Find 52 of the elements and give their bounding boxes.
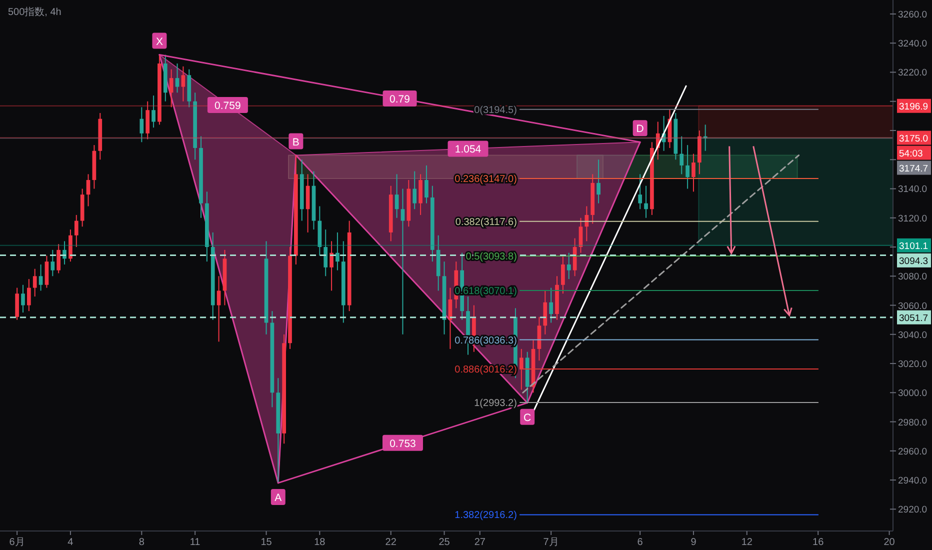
legend-label: 3174.7 xyxy=(899,163,928,174)
x-tick-label: 6月 xyxy=(9,537,25,548)
x-tick-label: 22 xyxy=(385,537,397,548)
annotation: B xyxy=(292,136,300,148)
x-tick-label: 12 xyxy=(741,537,753,548)
ref-line-label: 3196.9 xyxy=(899,101,928,112)
series-label: 0(3194.5) xyxy=(474,104,517,116)
annotation: 1.054 xyxy=(454,144,482,156)
series-label: 1(2993.2) xyxy=(474,398,517,410)
annotation: 0.753 xyxy=(390,438,416,450)
y-tick-label: 3260.0 xyxy=(898,9,928,20)
y-tick-label: 3080.0 xyxy=(898,272,928,283)
annotation: 0.759 xyxy=(214,100,241,112)
ref-line-label: 3101.1 xyxy=(899,240,928,252)
x-tick-label: 18 xyxy=(314,537,326,548)
series-label: 0.382(3117.6) xyxy=(455,216,517,228)
y-tick-label: 2960.0 xyxy=(898,446,928,458)
annotation: A xyxy=(274,492,282,504)
y-tick-label: 3140.0 xyxy=(898,184,928,196)
ref-line-label: 3051.7 xyxy=(899,312,928,324)
series-label: 0.5(3093.8) xyxy=(466,252,517,263)
x-tick-label: 4 xyxy=(68,537,74,548)
series-label: 0.236(3147.0) xyxy=(454,174,517,186)
x-tick-label: 6 xyxy=(637,537,644,548)
y-tick-label: 3000.0 xyxy=(898,388,928,400)
annotation: C xyxy=(524,412,532,424)
y-tick-label: 2980.0 xyxy=(898,417,928,428)
text: 54:03 xyxy=(899,148,923,160)
x-tick-label: 8 xyxy=(138,537,145,548)
y-tick-label: 3120.0 xyxy=(898,213,928,224)
x-tick-label: 27 xyxy=(474,537,486,548)
x-tick-label: 7月 xyxy=(543,537,559,548)
ref-line-label: 3094.3 xyxy=(899,256,928,267)
x-tick-label: 20 xyxy=(884,537,896,548)
y-tick-label: 3060.0 xyxy=(898,300,928,312)
text: 500指数, 4h xyxy=(8,6,62,18)
y-tick-label: 3040.0 xyxy=(898,330,928,341)
x-tick-label: 9 xyxy=(690,537,697,548)
y-tick-label: 2920.0 xyxy=(898,504,928,516)
series-label: 1.382(2916.2) xyxy=(454,510,517,522)
x-tick-label: 25 xyxy=(438,537,450,548)
x-tick-label: 15 xyxy=(260,537,272,548)
y-tick-label: 3020.0 xyxy=(898,359,928,370)
y-tick-label: 3240.0 xyxy=(898,38,928,50)
annotation: X xyxy=(156,36,163,48)
x-tick-label: 11 xyxy=(190,537,201,548)
y-tick-label: 2940.0 xyxy=(898,476,928,487)
x-tick-label: 16 xyxy=(812,537,824,548)
ref-line-label: 3175.0 xyxy=(899,133,928,144)
y-tick-label: 3220.0 xyxy=(898,68,928,79)
annotation: 0.79 xyxy=(390,93,410,106)
annotation: D xyxy=(636,123,644,136)
